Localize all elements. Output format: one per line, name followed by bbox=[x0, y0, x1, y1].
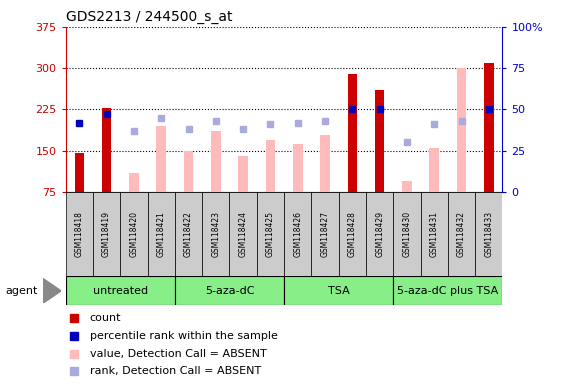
FancyBboxPatch shape bbox=[339, 192, 366, 276]
FancyBboxPatch shape bbox=[66, 276, 175, 305]
Bar bbox=[184, 151, 194, 192]
Bar bbox=[375, 90, 384, 192]
FancyBboxPatch shape bbox=[366, 192, 393, 276]
Bar bbox=[402, 181, 412, 192]
Bar bbox=[75, 154, 84, 192]
Bar bbox=[266, 140, 275, 192]
Text: GSM118419: GSM118419 bbox=[102, 211, 111, 257]
FancyBboxPatch shape bbox=[311, 192, 339, 276]
Bar bbox=[238, 156, 248, 192]
Text: value, Detection Call = ABSENT: value, Detection Call = ABSENT bbox=[90, 349, 267, 359]
Bar bbox=[211, 131, 220, 192]
FancyBboxPatch shape bbox=[393, 192, 421, 276]
Bar bbox=[457, 68, 467, 192]
Bar bbox=[293, 144, 303, 192]
FancyBboxPatch shape bbox=[66, 192, 93, 276]
Text: GSM118431: GSM118431 bbox=[430, 211, 439, 257]
Text: GDS2213 / 244500_s_at: GDS2213 / 244500_s_at bbox=[66, 10, 232, 25]
Text: untreated: untreated bbox=[93, 286, 148, 296]
Text: TSA: TSA bbox=[328, 286, 349, 296]
FancyBboxPatch shape bbox=[284, 276, 393, 305]
FancyBboxPatch shape bbox=[175, 276, 284, 305]
Bar bbox=[484, 63, 493, 192]
FancyBboxPatch shape bbox=[175, 192, 202, 276]
Text: GSM118420: GSM118420 bbox=[130, 211, 138, 257]
FancyBboxPatch shape bbox=[202, 192, 230, 276]
FancyBboxPatch shape bbox=[421, 192, 448, 276]
Text: percentile rank within the sample: percentile rank within the sample bbox=[90, 331, 278, 341]
Text: GSM118432: GSM118432 bbox=[457, 211, 466, 257]
FancyBboxPatch shape bbox=[147, 192, 175, 276]
FancyBboxPatch shape bbox=[475, 192, 502, 276]
FancyBboxPatch shape bbox=[284, 192, 311, 276]
Text: GSM118433: GSM118433 bbox=[484, 211, 493, 257]
Text: GSM118426: GSM118426 bbox=[293, 211, 302, 257]
Text: GSM118429: GSM118429 bbox=[375, 211, 384, 257]
Text: GSM118425: GSM118425 bbox=[266, 211, 275, 257]
Text: GSM118423: GSM118423 bbox=[211, 211, 220, 257]
Bar bbox=[429, 148, 439, 192]
Text: GSM118422: GSM118422 bbox=[184, 211, 193, 257]
FancyBboxPatch shape bbox=[120, 192, 147, 276]
Bar bbox=[102, 108, 111, 192]
Text: agent: agent bbox=[6, 286, 38, 296]
Bar bbox=[129, 173, 139, 192]
Text: count: count bbox=[90, 313, 121, 323]
FancyBboxPatch shape bbox=[257, 192, 284, 276]
Text: 5-aza-dC plus TSA: 5-aza-dC plus TSA bbox=[397, 286, 498, 296]
FancyBboxPatch shape bbox=[448, 192, 475, 276]
Text: GSM118421: GSM118421 bbox=[156, 211, 166, 257]
Text: 5-aza-dC: 5-aza-dC bbox=[205, 286, 254, 296]
Bar bbox=[320, 135, 330, 192]
FancyBboxPatch shape bbox=[93, 192, 120, 276]
Bar bbox=[156, 126, 166, 192]
Text: GSM118430: GSM118430 bbox=[403, 211, 412, 257]
Text: rank, Detection Call = ABSENT: rank, Detection Call = ABSENT bbox=[90, 366, 261, 376]
FancyBboxPatch shape bbox=[230, 192, 257, 276]
Text: GSM118418: GSM118418 bbox=[75, 211, 84, 257]
Text: GSM118424: GSM118424 bbox=[239, 211, 248, 257]
Polygon shape bbox=[43, 278, 61, 303]
Text: GSM118428: GSM118428 bbox=[348, 211, 357, 257]
Bar bbox=[348, 74, 357, 192]
FancyBboxPatch shape bbox=[393, 276, 502, 305]
Text: GSM118427: GSM118427 bbox=[320, 211, 329, 257]
